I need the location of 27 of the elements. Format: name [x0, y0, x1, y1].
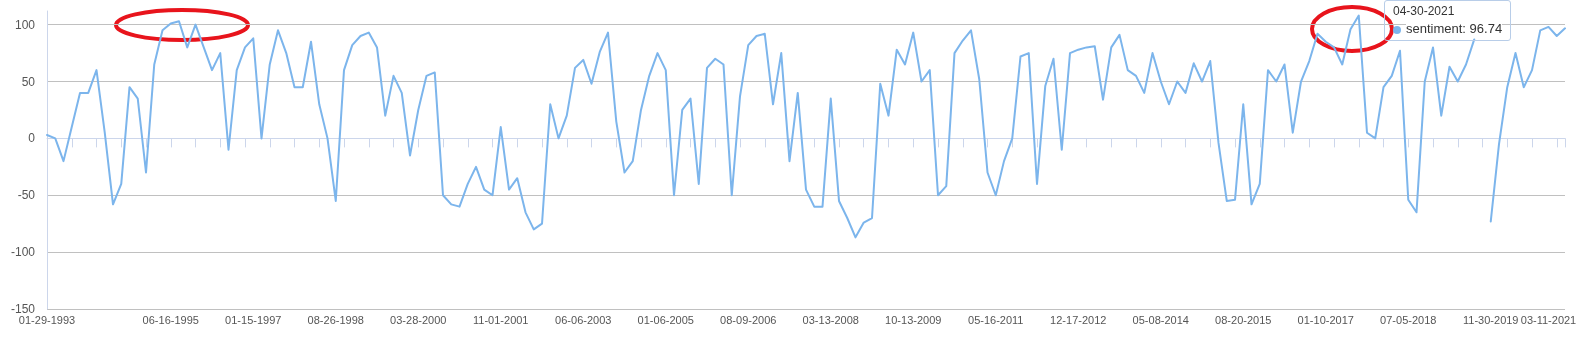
x-tick-label: 08-09-2006: [720, 313, 777, 326]
x-tick-label: 10-13-2009: [885, 313, 942, 326]
x-tick-label: 06-16-1995: [142, 313, 199, 326]
x-tick-label: 01-15-1997: [225, 313, 282, 326]
y-tick-label: 100: [14, 17, 36, 32]
x-tick-label: 11-01-2001: [473, 313, 529, 326]
y-tick-label: -50: [17, 188, 36, 203]
x-tick-label: 07-05-2018: [1380, 313, 1437, 326]
x-tick-label: 03-28-2000: [390, 313, 447, 326]
x-tick-label: 08-20-2015: [1215, 313, 1272, 326]
x-tick-label: 05-16-2011: [968, 313, 1024, 326]
y-tick-label: -150: [10, 302, 36, 316]
x-tick-label: 06-06-2003: [555, 313, 612, 326]
x-tick-label: 11-30-2019: [1463, 313, 1519, 326]
x-tick-label: 01-06-2005: [637, 313, 694, 326]
x-tick-label: 08-26-1998: [307, 313, 364, 326]
x-tick-label: 03-11-2021: [1520, 313, 1577, 326]
x-tick-label: 05-08-2014: [1132, 313, 1189, 326]
y-tick-label: -100: [10, 245, 36, 260]
x-tick-label: 03-13-2008: [802, 313, 859, 326]
annotation: 04-30-2021: [1393, 4, 1455, 18]
x-tick-label: 12-17-2012: [1050, 313, 1107, 326]
x-tick-label: 01-29-1993: [18, 313, 76, 326]
text: sentiment: 96.74: [1406, 21, 1503, 36]
y-tick-label: 50: [21, 74, 36, 89]
y-tick-label: 0: [28, 131, 36, 146]
x-tick-label: 01-10-2017: [1297, 313, 1354, 326]
